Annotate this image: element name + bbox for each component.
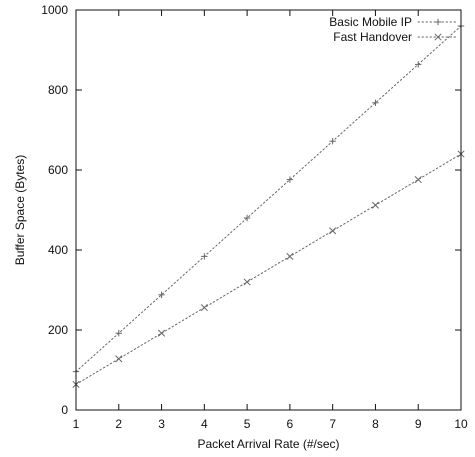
x-tick-label: 1: [73, 417, 80, 431]
x-tick-label: 5: [244, 417, 251, 431]
data-point: [414, 176, 422, 184]
data-point: [329, 138, 336, 145]
data-point: [371, 201, 379, 209]
legend-label: Basic Mobile IP: [329, 15, 412, 29]
legend-item: Fast Handover: [333, 30, 459, 44]
data-point: [286, 176, 294, 183]
data-point: [415, 61, 422, 68]
legend-marker: [434, 33, 442, 41]
legend-marker: [434, 18, 442, 26]
series-line: [75, 25, 462, 373]
data-point: [243, 278, 251, 286]
data-point: [286, 252, 294, 260]
x-axis-title: Packet Arrival Rate (#/sec): [197, 437, 339, 451]
data-point: [200, 304, 208, 312]
y-tick-label: 600: [48, 163, 68, 177]
x-tick-label: 6: [287, 417, 294, 431]
data-point: [201, 253, 208, 260]
x-tick-label: 7: [329, 417, 336, 431]
data-point: [158, 329, 166, 337]
y-tick-label: 0: [61, 403, 68, 417]
data-point: [329, 227, 337, 235]
legend-item: Basic Mobile IP: [329, 15, 459, 29]
y-tick-label: 800: [48, 83, 68, 97]
x-tick-label: 4: [201, 417, 208, 431]
data-point: [243, 214, 251, 222]
x-tick-label: 2: [115, 417, 122, 431]
plot-layer: [72, 22, 465, 388]
y-tick-label: 400: [48, 243, 68, 257]
data-point: [115, 330, 122, 337]
y-tick-label: 200: [48, 323, 68, 337]
plot-frame: [75, 9, 462, 411]
series-line: [75, 153, 462, 385]
axes-layer: 1 2 3 4 5 6 7 8 9 10 0 200 400 600 800 1000: [41, 3, 468, 431]
legend-label: Fast Handover: [333, 30, 412, 44]
x-tick-label: 9: [415, 417, 422, 431]
data-point: [115, 355, 123, 363]
x-tick-label: 3: [158, 417, 165, 431]
data-point: [158, 291, 165, 298]
data-point: [372, 99, 379, 106]
x-tick-label: 10: [454, 417, 468, 431]
y-axis-title: Buffer Space (Bytes): [13, 155, 27, 266]
y-tick-label: 1000: [41, 3, 68, 17]
x-tick-label: 8: [372, 417, 379, 431]
